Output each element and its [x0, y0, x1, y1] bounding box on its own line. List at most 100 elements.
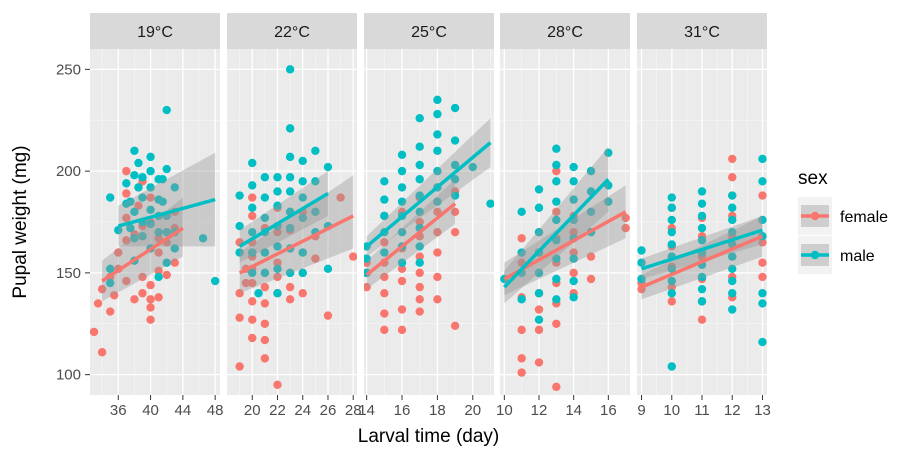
male-point: [697, 272, 707, 282]
female-point: [433, 295, 442, 304]
female-point: [758, 238, 767, 247]
male-point: [697, 223, 707, 233]
male-point: [450, 103, 460, 113]
x-tick-label: 40: [142, 402, 159, 419]
male-point: [380, 248, 389, 257]
male-point: [130, 170, 139, 180]
male-confidence-band: [239, 171, 328, 263]
female-point: [552, 382, 561, 392]
male-point: [138, 173, 147, 182]
female-point: [138, 272, 147, 282]
female-point: [697, 315, 707, 324]
legend: sex female male: [798, 168, 888, 274]
male-point: [667, 276, 676, 286]
female-point: [450, 321, 460, 330]
male-point: [130, 207, 139, 217]
male-point: [728, 276, 737, 286]
female-point: [433, 207, 442, 217]
female-point: [667, 282, 676, 292]
male-point: [415, 114, 424, 123]
male-point: [697, 284, 707, 294]
x-tick-label: 18: [429, 402, 446, 419]
male-point: [697, 187, 707, 196]
male-point: [433, 95, 442, 105]
male-point: [728, 227, 737, 237]
male-point: [667, 264, 676, 274]
male-point: [273, 242, 282, 251]
female-point: [105, 307, 115, 316]
male-point: [210, 276, 220, 286]
x-tick-label: 36: [110, 402, 127, 419]
female-point: [93, 299, 103, 308]
legend-key-point: [810, 211, 820, 221]
female-point: [415, 282, 424, 292]
female-point: [517, 354, 526, 363]
male-point: [758, 299, 767, 308]
male-point: [134, 158, 143, 168]
male-point: [248, 203, 257, 212]
male-points: [637, 154, 767, 371]
male-point: [397, 166, 407, 176]
female-point: [728, 173, 737, 182]
male-confidence-band: [118, 152, 216, 247]
male-point: [260, 193, 270, 202]
male-point: [415, 191, 424, 200]
female-point: [517, 234, 526, 243]
male-point: [637, 274, 646, 284]
male-point: [468, 162, 477, 172]
facet-strip: [227, 13, 357, 49]
female-point: [138, 289, 147, 298]
female-point: [260, 299, 270, 308]
male-point: [697, 199, 707, 208]
male-point: [552, 254, 561, 263]
female-point: [415, 217, 424, 227]
male-point: [697, 297, 707, 306]
male-point: [758, 177, 767, 186]
female-point: [146, 193, 155, 202]
male-point: [122, 179, 131, 188]
female-point: [162, 270, 171, 280]
male-point: [552, 160, 561, 170]
male-point: [364, 254, 371, 263]
female-point: [122, 276, 131, 286]
female-point: [260, 335, 270, 345]
male-point: [146, 183, 155, 192]
x-tick-label: 10: [496, 402, 513, 419]
female-point: [248, 297, 257, 306]
male-point: [260, 248, 270, 257]
male-point: [126, 197, 135, 206]
male-point: [138, 232, 147, 241]
female-point: [415, 307, 424, 316]
female-point: [349, 252, 357, 261]
male-point: [667, 193, 676, 202]
male-point: [415, 242, 424, 251]
male-point: [728, 305, 737, 314]
female-point: [433, 248, 442, 257]
male-point: [667, 362, 676, 371]
female-point: [758, 191, 767, 200]
female-confidence-band: [102, 197, 183, 302]
female-point: [260, 282, 270, 292]
female-point: [415, 295, 424, 304]
male-point: [285, 65, 295, 74]
female-point: [397, 264, 407, 274]
male-point: [162, 258, 171, 267]
male-point: [697, 211, 707, 221]
female-point: [517, 325, 526, 335]
male-point: [569, 293, 578, 302]
female-point: [285, 295, 295, 304]
female-point: [380, 272, 389, 282]
male-point: [146, 219, 155, 229]
female-point: [621, 223, 630, 233]
female-point: [146, 295, 155, 304]
male-point: [486, 199, 494, 208]
facet-strip: [90, 13, 220, 49]
x-axis-title: Larval time (day): [358, 426, 500, 447]
male-point: [311, 207, 320, 217]
male-point: [285, 187, 295, 196]
male-points: [105, 105, 220, 288]
female-point: [122, 236, 131, 245]
female-point: [552, 166, 561, 176]
male-point: [433, 146, 442, 155]
female-point: [170, 258, 179, 267]
